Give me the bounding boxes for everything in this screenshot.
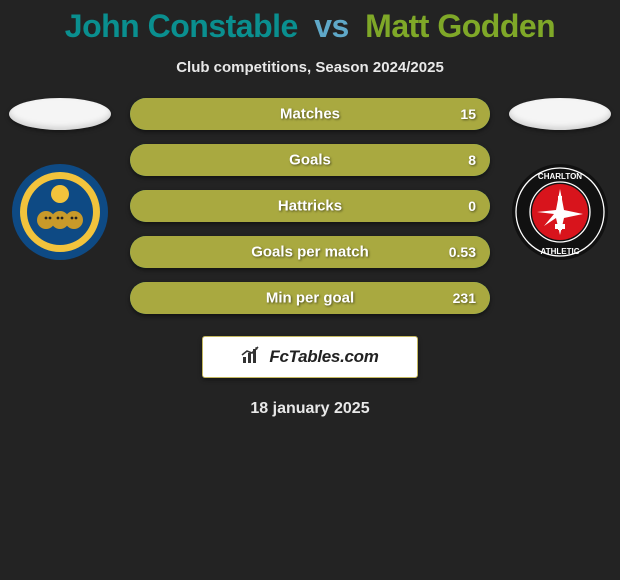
left-side xyxy=(0,98,120,267)
player2-photo-placeholder xyxy=(509,98,611,130)
bar-value-right: 8 xyxy=(468,152,476,168)
branding-text: FcTables.com xyxy=(269,347,378,367)
comparison-body: Matches 15 Goals 8 Hattricks 0 Goals per match… xyxy=(0,98,620,314)
player1-name: John Constable xyxy=(65,8,298,44)
stat-bar: Matches 15 xyxy=(130,98,490,130)
player1-club-crest xyxy=(10,162,110,267)
chart-icon xyxy=(241,346,263,369)
stat-bar: Goals 8 xyxy=(130,144,490,176)
bar-label: Min per goal xyxy=(266,290,354,307)
svg-text:CHARLTON: CHARLTON xyxy=(538,172,582,181)
player2-club-crest: CHARLTON ATHLETIC xyxy=(510,162,610,267)
stat-bar: Min per goal 231 xyxy=(130,282,490,314)
bar-value-right: 231 xyxy=(453,290,476,306)
bar-value-right: 0 xyxy=(468,198,476,214)
bar-label: Hattricks xyxy=(278,198,342,215)
player2-name: Matt Godden xyxy=(365,8,555,44)
context-subtitle: Club competitions, Season 2024/2025 xyxy=(0,59,620,76)
bar-label: Goals xyxy=(289,152,331,169)
bar-value-right: 15 xyxy=(460,106,476,122)
stat-bars: Matches 15 Goals 8 Hattricks 0 Goals per match… xyxy=(120,98,500,314)
stat-bar: Hattricks 0 xyxy=(130,190,490,222)
player1-photo-placeholder xyxy=(9,98,111,130)
svg-text:ATHLETIC: ATHLETIC xyxy=(541,247,580,256)
snapshot-date: 18 january 2025 xyxy=(0,400,620,418)
bar-value-right: 0.53 xyxy=(449,244,476,260)
bar-label: Matches xyxy=(280,106,340,123)
branding-badge[interactable]: FcTables.com xyxy=(202,336,418,378)
vs-text: vs xyxy=(314,8,349,44)
comparison-title: John Constable vs Matt Godden xyxy=(0,0,620,45)
right-side: CHARLTON ATHLETIC xyxy=(500,98,620,267)
bar-label: Goals per match xyxy=(251,244,369,261)
stat-bar: Goals per match 0.53 xyxy=(130,236,490,268)
